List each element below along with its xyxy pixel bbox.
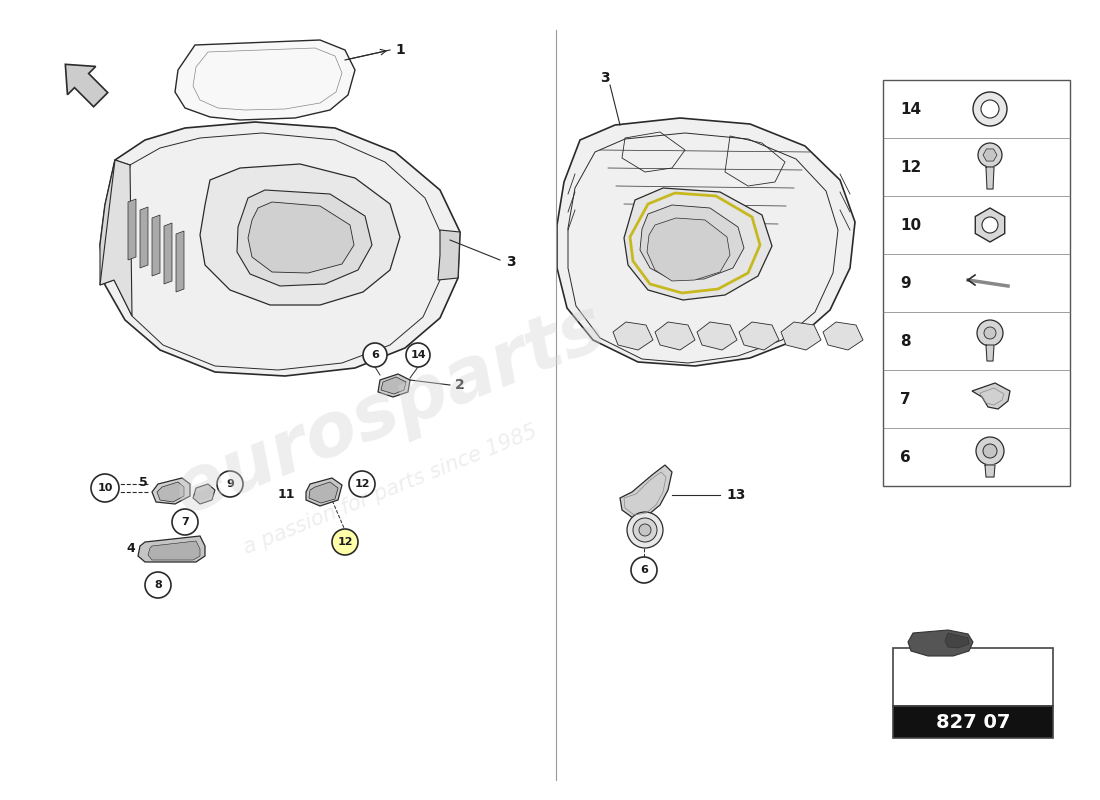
Circle shape	[976, 437, 1004, 465]
Polygon shape	[164, 223, 172, 284]
Circle shape	[639, 524, 651, 536]
Circle shape	[349, 471, 375, 497]
Circle shape	[982, 217, 998, 233]
Polygon shape	[438, 230, 460, 280]
Polygon shape	[100, 160, 132, 316]
Circle shape	[631, 557, 657, 583]
Polygon shape	[248, 202, 354, 273]
Text: 4: 4	[126, 542, 135, 554]
Circle shape	[983, 444, 997, 458]
Text: eurosparts: eurosparts	[164, 290, 617, 530]
Polygon shape	[557, 118, 855, 366]
Polygon shape	[175, 40, 355, 120]
Text: 3: 3	[506, 255, 516, 269]
Polygon shape	[624, 188, 772, 300]
Polygon shape	[984, 465, 996, 477]
Polygon shape	[739, 322, 779, 350]
Polygon shape	[647, 218, 730, 281]
Polygon shape	[640, 205, 744, 280]
Polygon shape	[306, 478, 342, 506]
Text: 1: 1	[395, 43, 405, 57]
Text: 5: 5	[140, 475, 148, 489]
Polygon shape	[697, 322, 737, 350]
Polygon shape	[200, 164, 400, 305]
Text: 13: 13	[726, 488, 746, 502]
Polygon shape	[620, 465, 672, 518]
Polygon shape	[138, 536, 205, 562]
Polygon shape	[381, 377, 406, 394]
Polygon shape	[152, 215, 160, 276]
Text: 10: 10	[97, 483, 112, 493]
Text: 8: 8	[900, 334, 911, 349]
Circle shape	[332, 529, 358, 555]
Text: 7: 7	[182, 517, 189, 527]
Circle shape	[632, 518, 657, 542]
Text: 8: 8	[154, 580, 162, 590]
Polygon shape	[100, 122, 460, 376]
Text: 12: 12	[900, 159, 922, 174]
Polygon shape	[176, 231, 184, 292]
Circle shape	[977, 320, 1003, 346]
Circle shape	[406, 343, 430, 367]
Bar	[893, 706, 1053, 738]
Polygon shape	[157, 482, 184, 502]
Polygon shape	[148, 541, 200, 560]
Polygon shape	[152, 478, 190, 504]
Polygon shape	[983, 149, 997, 161]
Polygon shape	[236, 190, 372, 286]
Text: 12: 12	[338, 537, 353, 547]
Circle shape	[978, 143, 1002, 167]
Polygon shape	[378, 374, 410, 397]
Polygon shape	[986, 345, 994, 361]
Polygon shape	[128, 199, 136, 260]
Bar	[883, 80, 1070, 486]
Circle shape	[145, 572, 170, 598]
Text: 6: 6	[371, 350, 378, 360]
Polygon shape	[309, 482, 338, 503]
Polygon shape	[65, 64, 108, 106]
Circle shape	[627, 512, 663, 548]
Circle shape	[217, 471, 243, 497]
Polygon shape	[908, 630, 974, 656]
Text: 12: 12	[354, 479, 370, 489]
Polygon shape	[781, 322, 821, 350]
Circle shape	[363, 343, 387, 367]
Text: 7: 7	[900, 391, 911, 406]
Polygon shape	[972, 383, 1010, 409]
Text: 2: 2	[455, 378, 464, 392]
Circle shape	[172, 509, 198, 535]
Text: 11: 11	[277, 487, 295, 501]
Text: 6: 6	[900, 450, 911, 465]
Text: 9: 9	[227, 479, 234, 489]
Circle shape	[91, 474, 119, 502]
Polygon shape	[823, 322, 864, 350]
Polygon shape	[986, 167, 994, 189]
Text: a passion for parts since 1985: a passion for parts since 1985	[240, 422, 540, 558]
Bar	[893, 648, 1053, 706]
Polygon shape	[976, 208, 1004, 242]
Text: 9: 9	[900, 275, 911, 290]
Polygon shape	[192, 484, 215, 504]
Polygon shape	[100, 160, 130, 285]
Polygon shape	[945, 633, 969, 648]
Circle shape	[974, 92, 1006, 126]
Polygon shape	[140, 207, 148, 268]
Text: 14: 14	[410, 350, 426, 360]
Polygon shape	[613, 322, 653, 350]
Text: 827 07: 827 07	[936, 713, 1010, 731]
Circle shape	[984, 327, 996, 339]
Text: 14: 14	[900, 102, 921, 117]
Circle shape	[981, 100, 999, 118]
Text: 3: 3	[601, 71, 609, 85]
Polygon shape	[654, 322, 695, 350]
Text: 6: 6	[640, 565, 648, 575]
Text: 10: 10	[900, 218, 921, 233]
